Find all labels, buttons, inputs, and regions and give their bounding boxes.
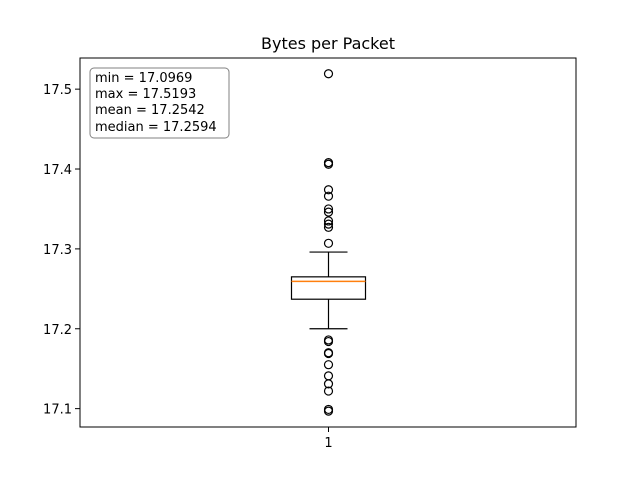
outlier-point [323, 69, 334, 79]
chart-title: Bytes per Packet [261, 34, 395, 53]
x-tick-label: 1 [324, 436, 332, 451]
outlier-point [323, 204, 334, 214]
stats-min: min = 17.0969 [95, 71, 192, 86]
outlier-point [323, 348, 334, 359]
y-axis: 17.1 17.2 17.3 17.4 17.5 [43, 83, 80, 418]
iqr-box [290, 276, 367, 300]
outlier-point [323, 219, 334, 229]
x-axis: 1 [324, 427, 333, 451]
y-tick-label: 17.2 [43, 323, 72, 338]
outlier-point [323, 336, 334, 347]
box-plot [290, 251, 367, 330]
stats-mean: mean = 17.2542 [95, 103, 205, 118]
outlier-point [323, 406, 334, 416]
stats-max: max = 17.5193 [95, 87, 196, 102]
outlier-point [323, 216, 334, 226]
outlier-point [323, 207, 334, 217]
outlier-point [323, 360, 334, 370]
y-tick-label: 17.3 [43, 243, 72, 258]
outlier-point [323, 222, 334, 232]
outlier-point [323, 191, 334, 201]
y-tick-label: 17.1 [43, 403, 72, 418]
outlier-point [323, 238, 334, 248]
outlier-point [323, 371, 334, 381]
stats-box-background [89, 67, 230, 139]
outlier-point [323, 185, 334, 195]
stats-median: median = 17.2594 [95, 120, 217, 135]
stats-box: min = 17.0969 max = 17.5193 mean = 17.25… [89, 67, 230, 139]
y-tick-label: 17.5 [43, 83, 72, 98]
y-tick-label: 17.4 [43, 163, 72, 178]
outlier-point [323, 159, 334, 169]
outliers [323, 69, 334, 416]
outlier-point [323, 386, 334, 396]
outlier-point [323, 379, 334, 389]
